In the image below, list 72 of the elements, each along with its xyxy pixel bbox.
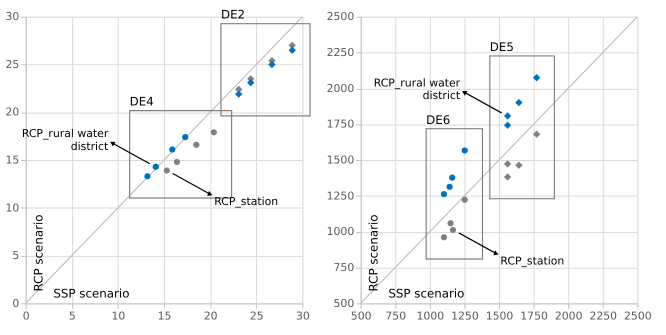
- x-tick-label: 30: [296, 310, 310, 323]
- annotation: DE2: [220, 8, 246, 22]
- point: [268, 60, 276, 68]
- y-tick-label: 10: [5, 201, 20, 214]
- x-tick-label: 1250: [451, 310, 479, 323]
- point: [169, 146, 176, 153]
- y-tick-label: 750: [334, 260, 354, 274]
- y-tick-label: 1500: [326, 154, 354, 167]
- point: [532, 130, 540, 138]
- point: [193, 142, 200, 148]
- y-tick-label: 1000: [326, 225, 354, 238]
- x-tick-label: 0: [22, 310, 30, 323]
- annotation: DE5: [490, 40, 514, 54]
- y-tick-label: 0: [12, 296, 20, 310]
- y-tick-label: 2500: [326, 10, 354, 24]
- y-tick-label: 1750: [326, 118, 354, 131]
- y-tick-label: 15: [5, 154, 20, 167]
- annotation: DE6: [426, 112, 450, 127]
- point: [235, 90, 242, 98]
- point: [182, 134, 188, 140]
- y-tick-label: 20: [5, 106, 20, 119]
- point: [504, 160, 512, 168]
- point: [504, 173, 512, 181]
- point: [446, 184, 453, 190]
- x-tick-label: 15: [158, 310, 172, 323]
- y-tick-label: 30: [5, 10, 20, 24]
- y-tick-label: 25: [5, 58, 20, 71]
- x-tick-label: 2000: [554, 310, 583, 323]
- point: [462, 147, 468, 154]
- y-tick-label: 2250: [326, 46, 354, 60]
- point: [288, 46, 296, 54]
- x-tick-label: 500: [350, 310, 372, 323]
- x-tick-label: 1500: [486, 310, 514, 323]
- annotation: RCP_station: [500, 254, 564, 268]
- point: [450, 226, 456, 234]
- point: [174, 158, 180, 166]
- annotation: RCP_rural water district: [22, 127, 109, 153]
- x-tick-label: 20: [204, 310, 218, 323]
- point: [462, 196, 468, 203]
- x-tick-label: 750: [385, 310, 406, 323]
- point: [504, 122, 512, 129]
- point: [447, 220, 454, 226]
- annotation: RCP_rural water district: [374, 76, 461, 102]
- annotation: RCP_station: [214, 195, 278, 208]
- annotation: DE4: [130, 94, 154, 109]
- point: [152, 164, 159, 170]
- point: [532, 74, 540, 82]
- x-tick-label: 1750: [520, 310, 548, 323]
- point: [504, 112, 512, 120]
- x-tick-label: 25: [250, 310, 264, 323]
- point: [210, 129, 217, 136]
- x-tick-label: 2500: [624, 310, 652, 323]
- x-axis-title: SSP scenario: [388, 286, 464, 300]
- point: [515, 162, 523, 169]
- y-tick-label: 5: [12, 249, 20, 262]
- point: [515, 98, 523, 106]
- y-axis-title: RCP scenario: [366, 214, 380, 292]
- x-tick-label: 1000: [416, 310, 444, 323]
- y-tick-label: 1250: [326, 189, 354, 202]
- point: [440, 234, 448, 240]
- x-tick-label: 2250: [589, 310, 618, 323]
- y-axis-title: RCP scenario: [31, 214, 46, 292]
- y-tick-label: 2000: [326, 82, 354, 95]
- point: [144, 173, 151, 180]
- point: [164, 167, 170, 174]
- y-tick-label: 500: [334, 296, 354, 310]
- x-tick-label: 10: [111, 310, 126, 323]
- x-tick-label: 5: [68, 310, 76, 323]
- point: [247, 79, 254, 86]
- point: [440, 191, 448, 198]
- point: [449, 174, 456, 181]
- x-axis-title: SSP scenario: [53, 286, 130, 300]
